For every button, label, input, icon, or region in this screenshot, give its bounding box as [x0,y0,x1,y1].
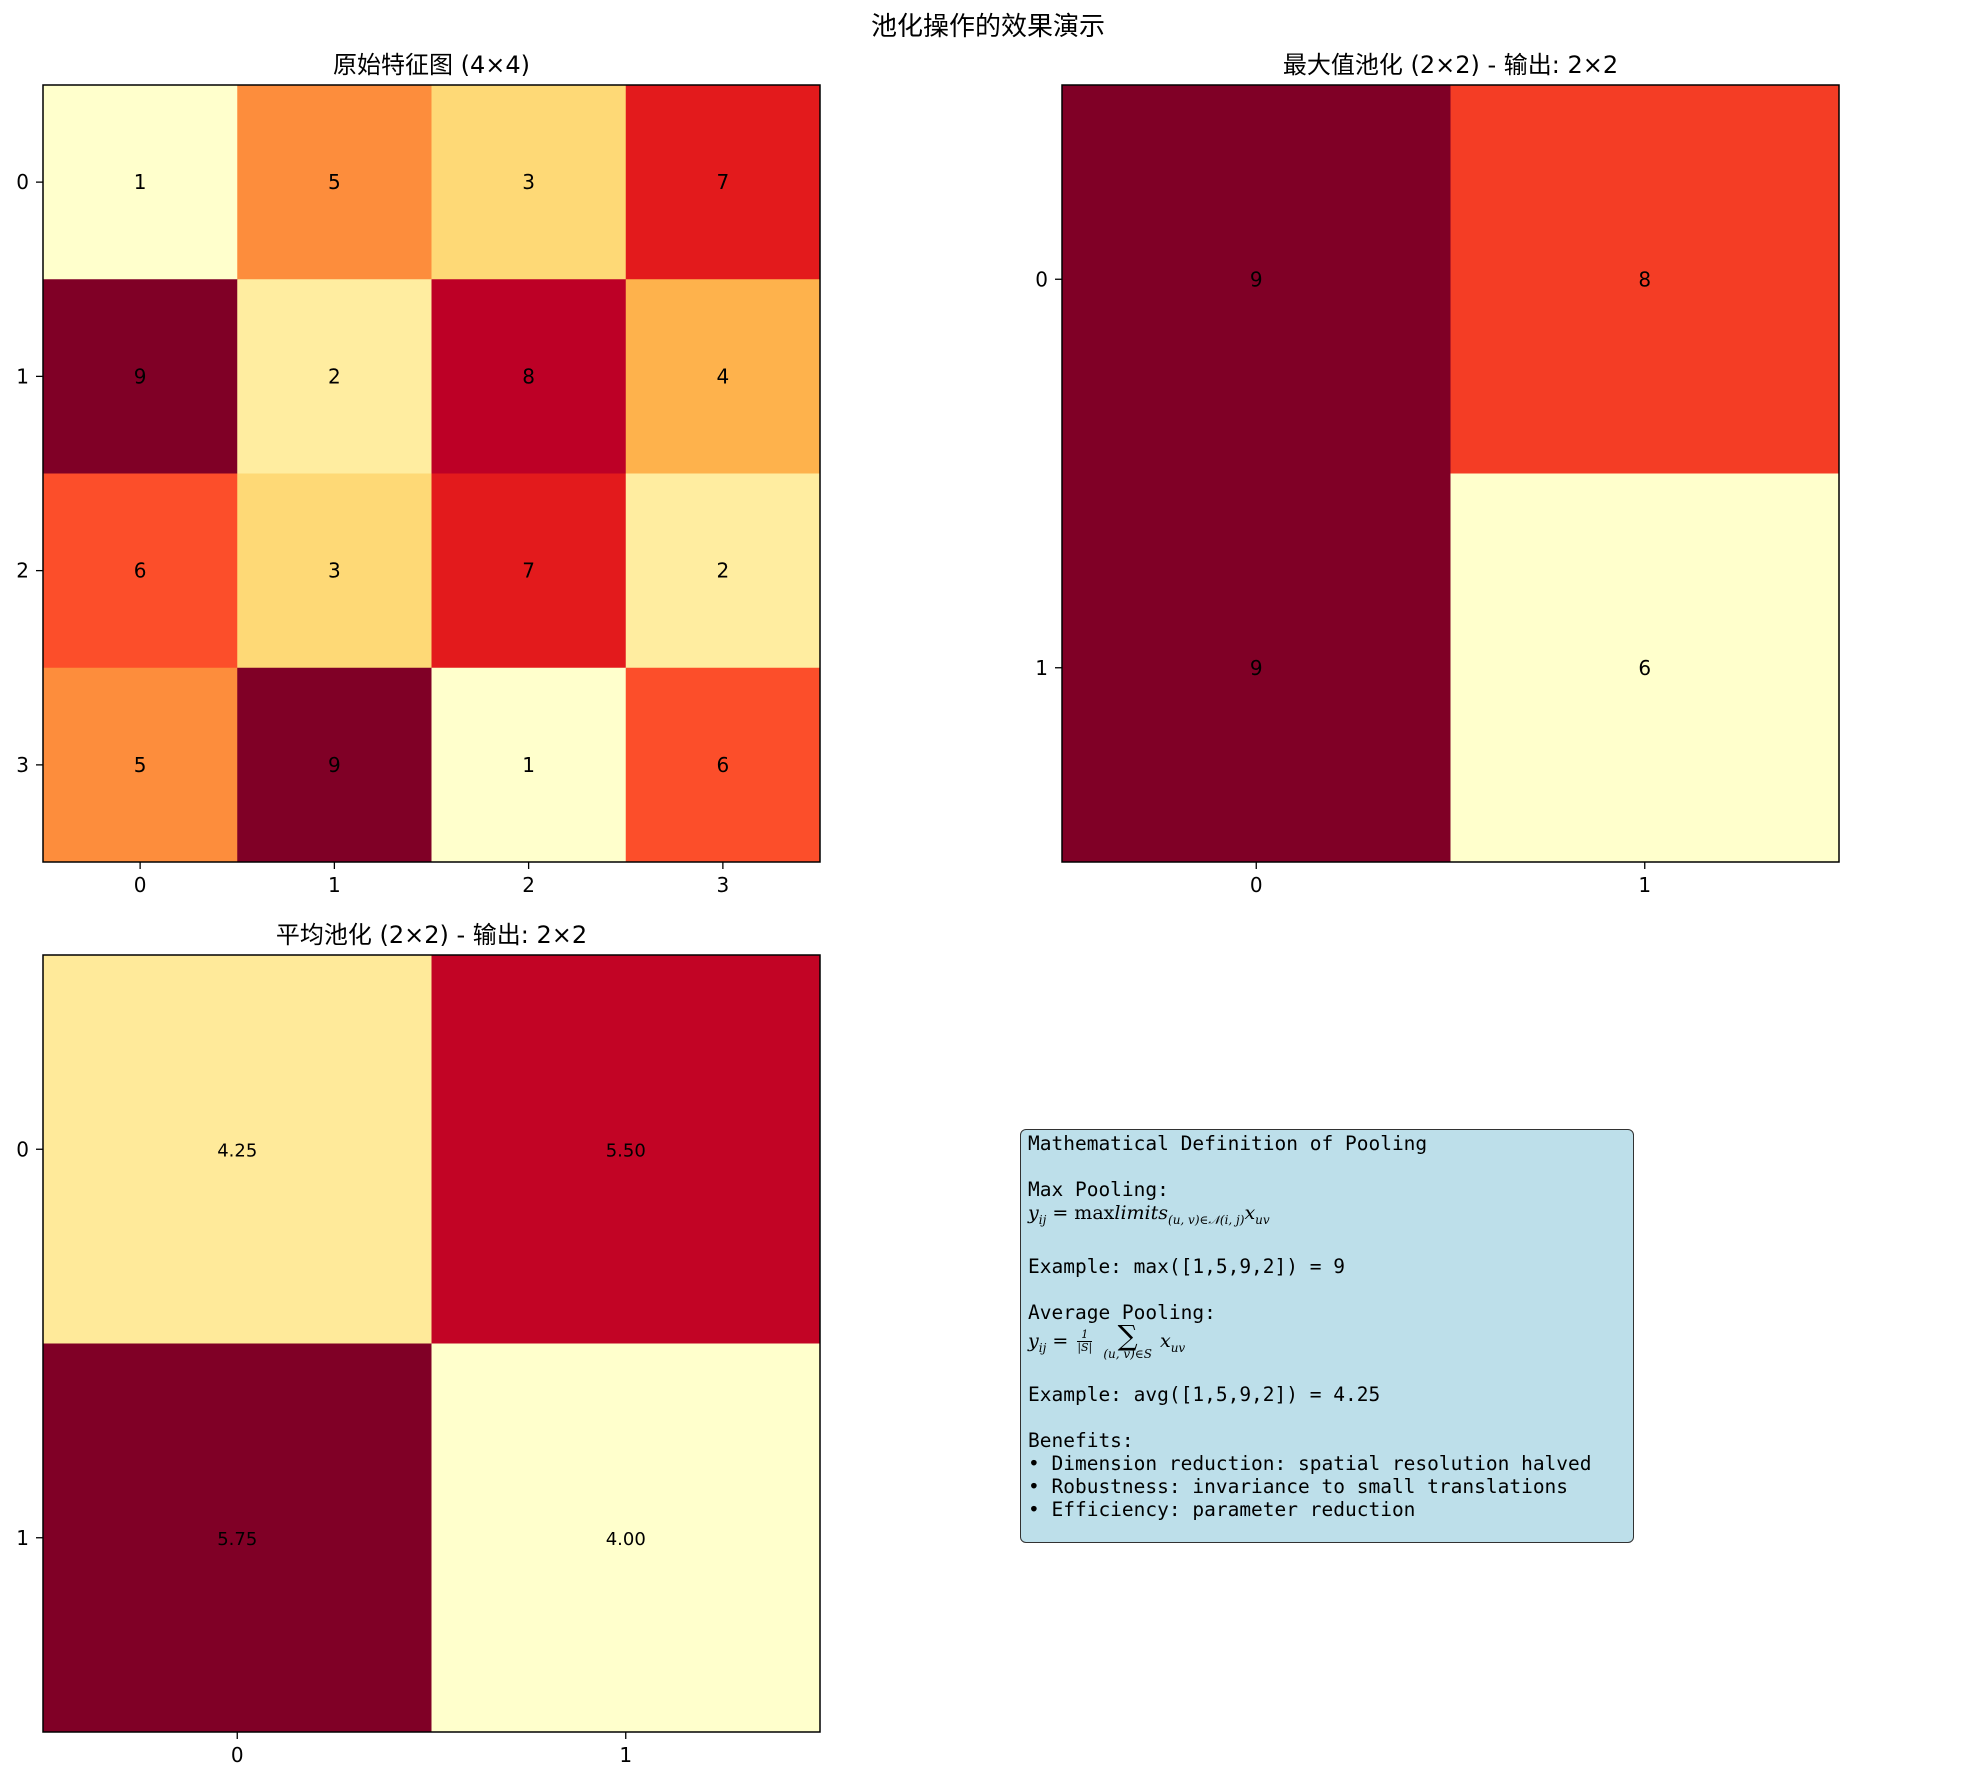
cell-value-label: 6 [134,559,147,583]
y-tick-label: 1 [16,364,29,388]
heatmap-cell [43,85,238,280]
average-pooling-formula: yij = 1 |S| ∑ (u, v)∈S xuv [1028,1318,1186,1361]
cell-value-label: 9 [134,364,147,388]
heatmap-panels: 1 5 3 7 9 2 8 4 6 3 7 2 5 9 1 6 原始特征图 (4×4) 0 1 2 3 0 1 2 3 9 8 9 6 最… [16,51,1840,1767]
max-pooling-label: Max Pooling: [1028,1178,1169,1201]
pooling-definition-text: Mathematical Definition of Pooling Max Po… [1028,1132,1648,1521]
benefit-item: • Dimension reduction: spatial resolutio… [1028,1451,1592,1475]
y-tick-label: 3 [16,753,29,777]
average-pooling-example: Example: avg([1,5,9,2]) = 4.25 [1028,1382,1381,1406]
max-pooling-formula: yij = maxlimits(u, v)∈𝒩(i, j)xuv [1028,1202,1270,1227]
heatmap-2: 4.25 5.50 5.75 4.00 平均池化 (2×2) - 输出: 2×2 0 1 0 1 [16,921,821,1767]
cell-value-label: 8 [522,364,535,388]
heatmap-cell [1062,473,1451,863]
y-tick-label: 2 [16,559,29,583]
cell-value-label: 9 [1250,267,1263,291]
x-tick-label: 0 [231,1743,244,1767]
plot-frame [1061,84,1840,863]
heatmap-cell [1062,85,1451,474]
heatmap-cell [237,279,432,474]
chart-title: 原始特征图 (4×4) [333,51,530,79]
x-tick-label: 1 [328,873,341,897]
heatmap-cell [1450,85,1840,474]
heatmap-cell [43,473,238,669]
y-tick-label: 0 [16,170,29,194]
chart-title: 平均池化 (2×2) - 输出: 2×2 [276,921,587,949]
x-tick-label: 0 [134,873,147,897]
cell-value-label: 4.00 [606,1529,646,1550]
x-tick-label: 1 [619,1743,632,1767]
plot-frame [42,954,821,1733]
y-tick-label: 0 [1035,267,1048,291]
heatmap-cell [237,667,432,863]
heatmap-cell [431,667,627,863]
cell-value-label: 9 [1250,656,1263,680]
cell-value-label: 3 [328,559,341,583]
heatmap-cell [43,667,238,863]
heatmap-cell [625,667,821,863]
cell-value-label: 4.25 [217,1140,257,1161]
cell-value-label: 2 [717,559,730,583]
x-tick-label: 3 [717,873,730,897]
heatmap-cell [431,1343,821,1733]
heatmap-cell [43,1343,432,1733]
benefit-item: • Robustness: invariance to small transl… [1028,1474,1569,1498]
figure-title: 池化操作的效果演示 [871,12,1105,42]
cell-value-label: 3 [522,170,535,194]
x-tick-label: 0 [1250,873,1263,897]
plot-frame [42,84,821,863]
y-tick-label: 1 [16,1526,29,1550]
info-heading: Mathematical Definition of Pooling [1028,1132,1428,1155]
cell-value-label: 5.75 [217,1529,257,1550]
x-tick-label: 2 [522,873,535,897]
cell-value-label: 7 [717,170,730,194]
cell-value-label: 1 [134,170,147,194]
heatmap-cell [237,473,432,669]
benefit-item: • Efficiency: parameter reduction [1028,1497,1416,1521]
average-pooling-label: Average Pooling: [1028,1300,1216,1324]
benefits-label: Benefits: [1028,1428,1134,1452]
cell-value-label: 2 [328,364,341,388]
heatmap-cell [431,85,627,280]
cell-value-label: 7 [522,559,535,583]
max-pooling-example: Example: max([1,5,9,2]) = 9 [1028,1254,1345,1278]
heatmap-cell [237,85,432,280]
cell-value-label: 6 [1638,656,1651,680]
heatmap-cell [431,279,627,474]
cell-value-label: 4 [717,364,730,388]
heatmap-cell [43,279,238,474]
cell-value-label: 5 [328,170,341,194]
y-tick-label: 0 [16,1137,29,1161]
x-tick-label: 1 [1638,873,1651,897]
heatmap-cell [1450,473,1840,863]
heatmap-cell [43,955,432,1344]
chart-title: 最大值池化 (2×2) - 输出: 2×2 [1283,51,1618,79]
pooling-definition-box [1020,1129,1634,1543]
heatmap-cell [625,85,821,280]
cell-value-label: 5.50 [606,1140,646,1161]
heatmap-1: 9 8 9 6 最大值池化 (2×2) - 输出: 2×2 0 1 0 1 [1035,51,1840,897]
y-tick-label: 1 [1035,656,1048,680]
heatmap-0: 1 5 3 7 9 2 8 4 6 3 7 2 5 9 1 6 原始特征图 (4×4) 0 1 2 3 0 1 2 3 [16,51,821,897]
cell-value-label: 1 [522,753,535,777]
heatmap-cell [625,473,821,669]
cell-value-label: 5 [134,753,147,777]
heatmap-cell [431,473,627,669]
cell-value-label: 6 [717,753,730,777]
heatmap-cell [625,279,821,474]
cell-value-label: 8 [1638,267,1651,291]
cell-value-label: 9 [328,753,341,777]
heatmap-cell [431,955,821,1344]
